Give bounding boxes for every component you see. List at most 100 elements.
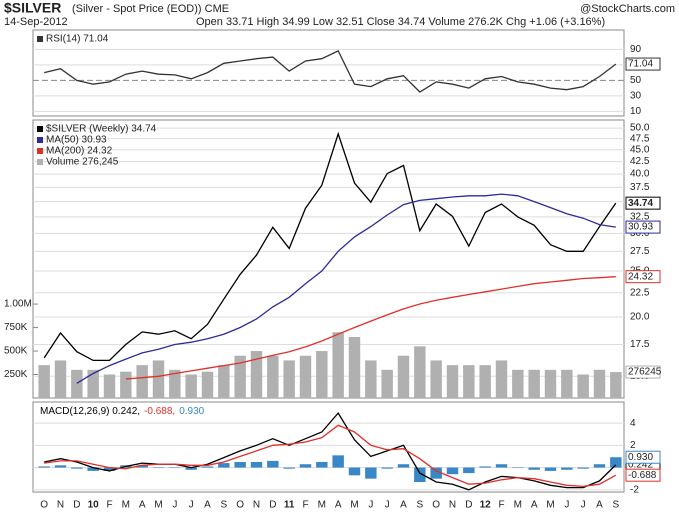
x-tick-label: J [385, 500, 390, 511]
bar [267, 355, 279, 398]
legend-entry: RSI(14) 71.04 [46, 34, 109, 45]
bar [185, 374, 197, 398]
line [44, 424, 617, 488]
y-tick-label: 2 [630, 440, 636, 451]
bar [54, 360, 67, 398]
x-tick-label: 10 [88, 500, 100, 511]
chart-subtitle: (Silver - Spot Price (EOD)) CME [72, 3, 229, 15]
x-tick-label: J [189, 500, 194, 511]
bar [561, 369, 573, 398]
bar [593, 464, 606, 468]
bar [365, 467, 377, 479]
legend-swatch [37, 126, 43, 132]
x-tick-label: N [57, 500, 64, 511]
legend-entry: -0.688, [144, 406, 175, 417]
x-tick-label: N [253, 500, 260, 511]
chart-title: $SILVER [4, 0, 61, 16]
bar [152, 360, 165, 398]
y-tick-label: 90 [630, 44, 642, 55]
bar [495, 360, 508, 398]
bar [495, 464, 508, 468]
legend-swatch [37, 36, 43, 42]
bar [512, 369, 524, 398]
bar [577, 374, 589, 398]
bar [446, 365, 459, 398]
bar [316, 351, 328, 398]
bar [136, 465, 148, 468]
bar [397, 355, 410, 398]
bar [152, 467, 165, 469]
bar [250, 462, 263, 468]
bar [267, 460, 279, 468]
value-tag: 24.32 [628, 271, 653, 282]
value-tag-box [625, 270, 661, 284]
y-tick-label: -2 [630, 484, 639, 495]
y-tick-label: 20.0 [630, 312, 650, 323]
bar [71, 369, 83, 398]
x-tick-label: M [122, 500, 130, 511]
line [125, 276, 616, 380]
panel-frame [32, 401, 625, 493]
bar [71, 467, 83, 469]
value-tag-box [625, 220, 661, 234]
bar [201, 466, 214, 468]
y-tick-label: 37.5 [630, 182, 650, 193]
bar [234, 462, 246, 468]
x-tick-label: M [154, 500, 162, 511]
x-tick-label: S [612, 500, 619, 511]
y2-tick-label: 1.00M [4, 299, 32, 310]
x-tick-label: F [302, 500, 308, 511]
x-tick-label: J [368, 500, 373, 511]
bar [283, 360, 295, 398]
x-tick-label: D [73, 500, 80, 511]
y-tick-label: 30 [630, 90, 642, 101]
y2-tick-label: 750K [4, 322, 28, 333]
bar [397, 464, 410, 468]
x-tick-label: J [172, 500, 177, 511]
x-tick-label: J [564, 500, 569, 511]
bar [610, 372, 622, 398]
bar [87, 467, 99, 471]
y-tick-label: 22.5 [630, 287, 650, 298]
bar [528, 467, 540, 470]
y-tick-label: 32.5 [630, 212, 650, 223]
date: 14-Sep-2012 [4, 16, 68, 28]
bar [561, 467, 573, 470]
value-tag: 276245 [628, 367, 662, 378]
legend-entry: $SILVER (Weekly) 34.74 [46, 124, 157, 135]
value-tag: 34.74 [628, 198, 653, 209]
x-tick-label: M [514, 500, 522, 511]
value-tag: 30.93 [628, 222, 653, 233]
bar [381, 467, 393, 469]
y-tick-label: 4 [630, 418, 636, 429]
x-tick-label: A [531, 500, 538, 511]
y-tick-label: 42.5 [630, 156, 650, 167]
bar [528, 369, 540, 398]
bar [332, 455, 344, 468]
bar [414, 346, 426, 398]
bar [169, 369, 181, 398]
x-tick-label: A [596, 500, 603, 511]
bar [430, 467, 442, 479]
bar [38, 466, 50, 468]
legend-entry: 0.930 [179, 406, 204, 417]
bar [544, 467, 557, 471]
x-tick-label: M [318, 500, 326, 511]
bar [38, 365, 50, 398]
legend-swatch [37, 148, 43, 154]
y-tick-label: 10 [630, 106, 642, 117]
value-tag-box [625, 196, 661, 210]
bar [299, 355, 312, 398]
line [44, 50, 617, 93]
bar [299, 464, 312, 468]
bar [136, 365, 148, 398]
value-tag-box [625, 365, 661, 379]
bar [218, 365, 230, 398]
source: @StockCharts.com [580, 3, 675, 15]
x-tick-label: O [40, 500, 48, 511]
bar [87, 369, 99, 398]
value-tag-box [625, 57, 661, 71]
value-tag-box [625, 450, 661, 464]
x-tick-label: O [236, 500, 244, 511]
bar [103, 467, 116, 471]
